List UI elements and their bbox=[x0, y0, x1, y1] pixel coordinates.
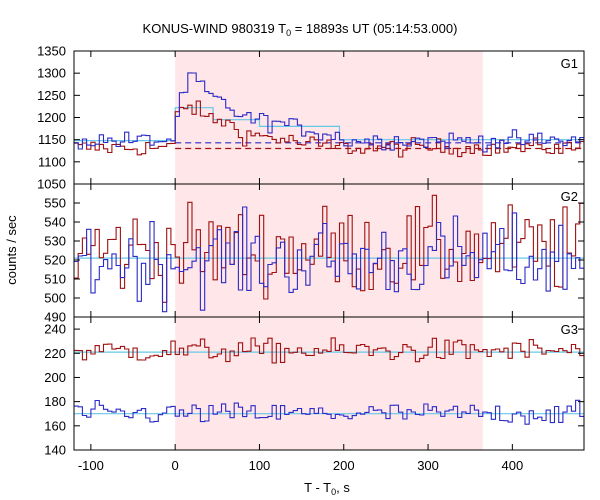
panel-g3-ytick-label: 240 bbox=[44, 322, 66, 337]
panel-g2 bbox=[74, 194, 584, 313]
x-axis-label-unit: , s bbox=[336, 480, 350, 495]
y-axis-label: counts / sec bbox=[4, 215, 19, 285]
panel-label-g2: G2 bbox=[561, 189, 578, 204]
x-axis-label: T - T0, s bbox=[304, 480, 350, 497]
panel-g2-ytick-label: 530 bbox=[44, 234, 66, 249]
panel-label-g3: G3 bbox=[561, 322, 578, 337]
panel-g2-ytick-label: 500 bbox=[44, 291, 66, 306]
x-axis-label-subscript: 0 bbox=[331, 487, 336, 497]
x-tick-label: 300 bbox=[417, 458, 439, 473]
data-series-layer bbox=[74, 72, 584, 425]
panel-g1-ytick-label: 1250 bbox=[37, 88, 66, 103]
panel-g1 bbox=[74, 72, 584, 158]
panel-g2-ytick-label: 550 bbox=[44, 196, 66, 211]
shaded-interval-layer bbox=[175, 51, 483, 450]
axes-frame-layer: G1 1050 1100 1150 1200 1250 1300 1350 G2 490 500 51… bbox=[37, 44, 585, 473]
panel-g1-series-blue bbox=[74, 72, 584, 153]
panel-g2-series-blue bbox=[74, 206, 584, 313]
panel-g2-ytick-label: 490 bbox=[44, 310, 66, 325]
panel-g1-ytick-label: 1350 bbox=[37, 44, 66, 59]
panel-g3-series-red bbox=[74, 337, 584, 364]
panel-g2-ytick-label: 520 bbox=[44, 253, 66, 268]
panel-g1-ytick-label: 1300 bbox=[37, 66, 66, 81]
panel-g3-ytick-label: 180 bbox=[44, 394, 66, 409]
x-tick-label: 0 bbox=[172, 458, 179, 473]
panel-g1-series-red bbox=[74, 100, 584, 158]
chart-title: KONUS-WIND 980319 T0 = 18893s UT (05:14:… bbox=[143, 21, 458, 38]
panel-g1-ytick-label: 1100 bbox=[38, 154, 66, 169]
panel-g3-ytick-label: 140 bbox=[44, 443, 66, 458]
panel-g3-frame bbox=[73, 316, 585, 451]
x-tick-label: 100 bbox=[249, 458, 271, 473]
panel-g1-ytick-label: 1150 bbox=[38, 132, 66, 147]
chart-title-rest: = 18893s UT (05:14:53.000) bbox=[291, 21, 457, 36]
panel-g2-ytick-label: 540 bbox=[44, 215, 66, 230]
chart-title-subscript: 0 bbox=[286, 28, 291, 38]
panel-g1-ytick-label: 1200 bbox=[37, 110, 66, 125]
panel-g3 bbox=[74, 337, 584, 425]
panel-g1-ytick-label: 1050 bbox=[37, 177, 66, 192]
panel-label-g1: G1 bbox=[561, 56, 578, 71]
panel-g2-series-red bbox=[74, 194, 584, 303]
shaded-time-interval bbox=[175, 51, 483, 450]
x-tick-label: 200 bbox=[333, 458, 355, 473]
panel-g3-ytick-label: 220 bbox=[44, 346, 66, 361]
panel-g3-ytick-label: 200 bbox=[44, 370, 66, 385]
x-tick-label: -100 bbox=[78, 458, 104, 473]
x-tick-label: 400 bbox=[501, 458, 523, 473]
panel-g3-ytick-label: 160 bbox=[44, 418, 66, 433]
panel-g2-ytick-label: 510 bbox=[44, 272, 66, 287]
panel-g3-series-blue bbox=[74, 399, 584, 425]
